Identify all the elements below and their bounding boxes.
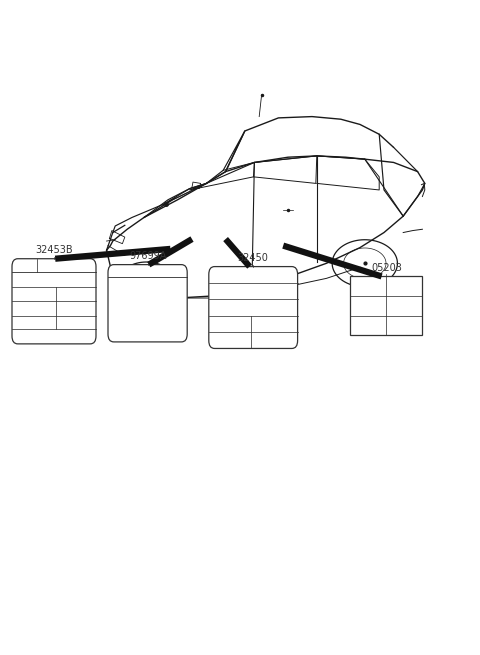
Text: 05203: 05203 xyxy=(371,263,402,273)
FancyBboxPatch shape xyxy=(108,265,187,342)
Text: 32453B: 32453B xyxy=(35,246,73,255)
FancyBboxPatch shape xyxy=(12,259,96,344)
Text: 97699A: 97699A xyxy=(129,252,166,261)
Bar xyxy=(350,276,422,335)
FancyBboxPatch shape xyxy=(209,267,298,348)
Text: 32450: 32450 xyxy=(238,253,269,263)
